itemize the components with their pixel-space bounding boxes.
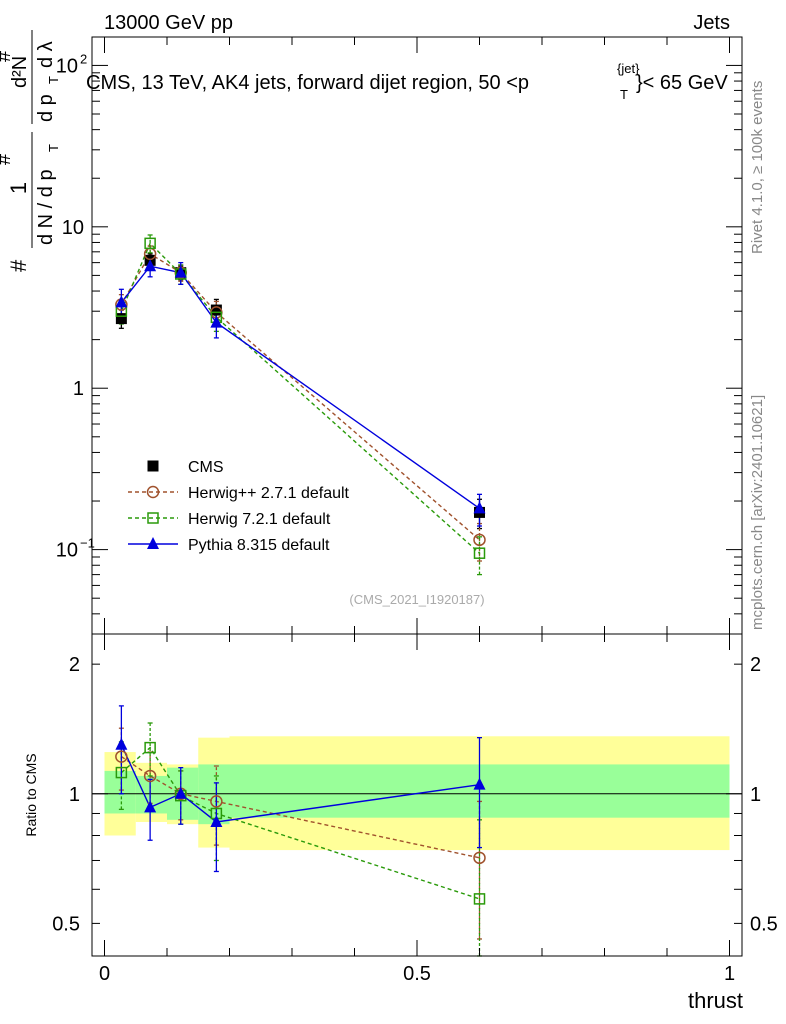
xtick-label-0.5: 0.5 bbox=[403, 963, 431, 985]
ratio-panel: 0 0.5 1 0.5 0.5 1 1 2 2 bbox=[52, 633, 778, 985]
ratio-frame bbox=[91, 633, 743, 957]
header-right: Jets bbox=[693, 12, 730, 34]
xtick-label-1: 1 bbox=[724, 963, 735, 985]
ratio-point-pythia-4 bbox=[473, 777, 486, 790]
ylabel-hash-mid: # bbox=[0, 153, 15, 165]
ratio-point-pythia-2 bbox=[174, 786, 187, 799]
main-point-pythia-2 bbox=[174, 265, 187, 278]
analysis-watermark: (CMS_2021_I1920187) bbox=[349, 592, 484, 607]
main-ytick-exp-100: 2 bbox=[80, 51, 87, 66]
main-ytick-label-10: 10 bbox=[62, 217, 84, 239]
ylabel-d2n: d²N bbox=[9, 56, 31, 88]
plot-title-main: CMS, 13 TeV, AK4 jets, forward dijet reg… bbox=[86, 72, 518, 94]
xaxis-label: thrust bbox=[688, 988, 743, 1013]
ratio-point-pythia-3 bbox=[210, 814, 223, 827]
main-point-herwigpp-4 bbox=[473, 533, 486, 547]
main-ytick-label-100: 10 bbox=[56, 55, 78, 77]
plot-title-sub: T bbox=[620, 87, 628, 102]
main-point-cms-3 bbox=[210, 304, 222, 316]
legend-label-cms: CMS bbox=[188, 459, 224, 476]
main-point-herwig7-4 bbox=[473, 547, 486, 559]
ylabel-one: 1 bbox=[6, 182, 31, 194]
side-text-rivet: Rivet 4.1.0, ≥ 100k events bbox=[749, 81, 766, 254]
ratio-point-pythia-1 bbox=[144, 800, 157, 813]
main-series-lines bbox=[120, 242, 480, 554]
ylabel-t2: T bbox=[46, 76, 61, 84]
legend-marker-herwig7 bbox=[147, 512, 159, 524]
main-ytick-exp-0.1: −1 bbox=[80, 536, 95, 551]
legend-label-herwigpp: Herwig++ 2.7.1 default bbox=[188, 485, 350, 502]
main-markers bbox=[115, 237, 486, 559]
legend-label-herwig7: Herwig 7.2.1 default bbox=[188, 511, 331, 528]
ratio-markers bbox=[115, 737, 486, 905]
main-ytick-label-1: 1 bbox=[73, 378, 84, 400]
ylabel-hash-right: # bbox=[0, 50, 15, 62]
ratio-ytick-label-right-0.5: 0.5 bbox=[750, 913, 778, 935]
legend: CMS Herwig++ 2.7.1 default Herwig 7.2.1 de… bbox=[128, 459, 350, 554]
legend-label-pythia: Pythia 8.315 default bbox=[188, 537, 330, 554]
xtick-label-0: 0 bbox=[99, 963, 110, 985]
svg-text:CMS, 13 TeV, AK4 jets, forward: CMS, 13 TeV, AK4 jets, forward dijet reg… bbox=[86, 72, 529, 94]
plot-title-p: p bbox=[518, 72, 529, 94]
main-point-pythia-1 bbox=[144, 259, 157, 272]
legend-marker-pythia bbox=[147, 537, 159, 549]
ylabel-dlambda: d λ bbox=[35, 41, 57, 68]
ratio-axes: 0 0.5 1 0.5 0.5 1 1 2 2 bbox=[52, 634, 778, 985]
header-left: 13000 GeV pp bbox=[104, 12, 233, 34]
main-point-herwig7-0 bbox=[115, 305, 128, 317]
main-line-pythia bbox=[120, 265, 480, 509]
ratio-line-herwig7 bbox=[120, 746, 480, 900]
main-ytick-label-0.1: 10 bbox=[56, 540, 78, 562]
ratio-point-herwig7-4 bbox=[473, 893, 486, 905]
side-text-mcplots: mcplots.cern.ch [arXiv:2401.10621] bbox=[749, 395, 766, 630]
ratio-point-herwigpp-3 bbox=[210, 795, 223, 808]
band-inner-3 bbox=[198, 764, 230, 825]
ratio-point-herwig7-1 bbox=[144, 741, 156, 754]
plot-title: CMS, 13 TeV, AK4 jets, forward dijet reg… bbox=[86, 61, 728, 102]
ratio-point-pythia-0 bbox=[115, 737, 128, 750]
ylabel-dn: d N / d p bbox=[35, 169, 57, 245]
ratio-ytick-label-2: 2 bbox=[69, 654, 80, 676]
main-line-herwig7 bbox=[120, 242, 480, 554]
main-point-herwig7-1 bbox=[144, 237, 156, 250]
ratio-point-herwigpp-4 bbox=[473, 851, 486, 865]
main-point-cms-0 bbox=[115, 313, 127, 325]
legend-marker-herwigpp bbox=[146, 485, 160, 499]
main-point-pythia-4 bbox=[473, 501, 486, 514]
ylabel-dpt: d p bbox=[35, 94, 57, 122]
ratio-ytick-label-right-1: 1 bbox=[750, 784, 761, 806]
ratio-point-herwigpp-0 bbox=[115, 750, 128, 763]
main-point-pythia-3 bbox=[210, 315, 223, 328]
ylabel-t1: T bbox=[46, 144, 61, 152]
main-ylabel: # 1 d N / d p T # d²N d p T d λ # bbox=[0, 30, 61, 272]
ratio-ytick-label-right-2: 2 bbox=[750, 654, 761, 676]
main-point-pythia-0 bbox=[115, 295, 128, 308]
plot-title-sup: {jet} bbox=[617, 61, 640, 76]
ratio-point-herwig7-0 bbox=[115, 766, 128, 779]
ratio-point-herwigpp-1 bbox=[143, 769, 157, 783]
ratio-ylabel: Ratio to CMS bbox=[23, 753, 39, 836]
ratio-ytick-label-1: 1 bbox=[69, 784, 80, 806]
plot-title-tail: }< 65 GeV bbox=[636, 72, 728, 94]
ratio-ytick-label-0.5: 0.5 bbox=[52, 913, 80, 935]
legend-marker-cms bbox=[147, 460, 159, 472]
ylabel-hash-left: # bbox=[6, 259, 31, 272]
